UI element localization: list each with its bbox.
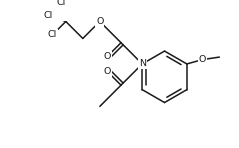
Text: N: N xyxy=(139,59,146,68)
Text: O: O xyxy=(199,55,206,64)
Text: Cl: Cl xyxy=(48,30,57,39)
Text: Cl: Cl xyxy=(57,0,66,7)
Text: Cl: Cl xyxy=(43,11,53,20)
Text: O: O xyxy=(104,52,111,61)
Text: O: O xyxy=(104,67,111,76)
Text: O: O xyxy=(96,17,103,26)
